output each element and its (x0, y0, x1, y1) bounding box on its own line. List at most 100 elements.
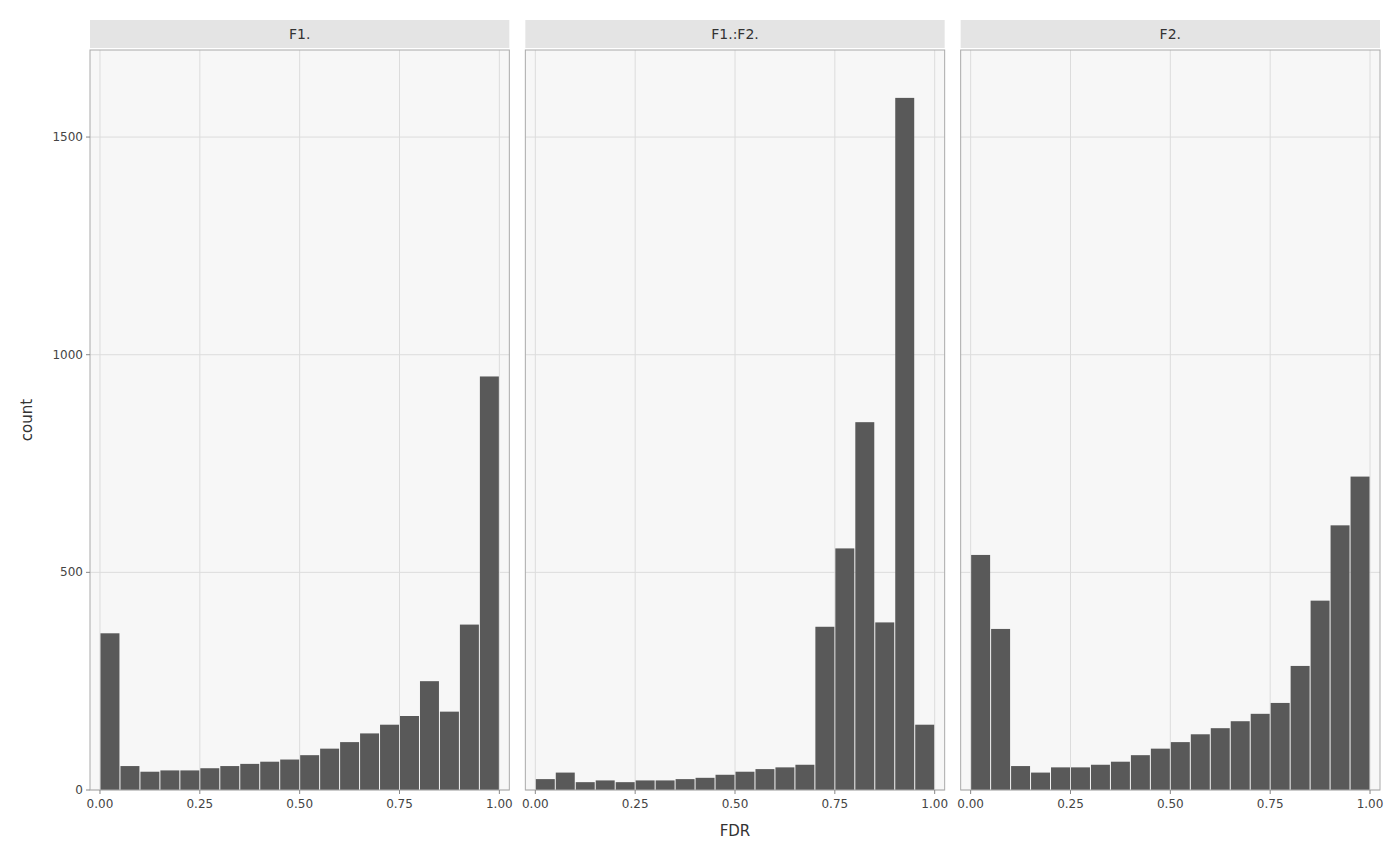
plot-frame (961, 50, 1380, 790)
plot-background (90, 50, 509, 790)
bar (260, 762, 279, 790)
tick-label: 1000 (52, 348, 83, 362)
grid-line (499, 50, 500, 790)
bar (1131, 755, 1150, 790)
tick-label: 0.00 (957, 797, 984, 811)
bars (971, 477, 1369, 790)
bars (536, 98, 934, 790)
y-axis-label: count (18, 399, 36, 441)
bar (180, 770, 199, 790)
tick-label: 1.00 (1357, 797, 1384, 811)
bar (596, 780, 615, 790)
grid-line (1070, 50, 1071, 790)
facet-title: F1. (289, 26, 310, 42)
bar (795, 765, 814, 790)
bar (1011, 766, 1030, 790)
tick-label: 1.00 (486, 797, 513, 811)
bar (1111, 762, 1130, 790)
bar (160, 770, 179, 790)
tick-mark (199, 790, 200, 794)
bar (360, 733, 379, 790)
bar (480, 376, 499, 790)
plot-background (525, 50, 944, 790)
tick-label: 0.50 (722, 797, 749, 811)
tick-label: 0.50 (286, 797, 313, 811)
tick-mark (399, 790, 400, 794)
bar (1351, 477, 1370, 790)
grid-line (1270, 50, 1271, 790)
grid-line (399, 50, 400, 790)
bar (676, 779, 695, 790)
tick-mark (86, 137, 90, 138)
bar (755, 769, 774, 790)
plot-frame (90, 50, 509, 790)
tick-label: 0.25 (186, 797, 213, 811)
bar (1171, 742, 1190, 790)
tick-label: 0.25 (1057, 797, 1084, 811)
bar (200, 768, 219, 790)
facet-strip (525, 20, 944, 48)
bar (775, 767, 794, 790)
tick-mark (86, 790, 90, 791)
panel: F1.:F2.0.000.250.500.751.00FDR (522, 20, 948, 840)
plot-frame (525, 50, 944, 790)
tick-label: 0.75 (1257, 797, 1284, 811)
bar (380, 725, 399, 790)
grid-line (199, 50, 200, 790)
bar (855, 422, 874, 790)
bar (536, 779, 555, 790)
bar (1211, 728, 1230, 790)
tick-label: 500 (60, 565, 83, 579)
tick-mark (970, 790, 971, 794)
panel: F1.0.000.250.500.751.00050010001500count (18, 20, 513, 811)
tick-mark (635, 790, 636, 794)
tick-label: 0 (75, 783, 83, 797)
bar (696, 778, 715, 790)
bar (220, 766, 239, 790)
bar (971, 555, 990, 790)
tick-label: 0.00 (87, 797, 114, 811)
bar (420, 681, 439, 790)
grid-line (1170, 50, 1171, 790)
plot-background (961, 50, 1380, 790)
x-axis-label: FDR (720, 822, 751, 840)
tick-mark (86, 354, 90, 355)
tick-label: 0.50 (1157, 797, 1184, 811)
facet-strip (90, 20, 509, 48)
tick-label: 0.25 (622, 797, 649, 811)
bar (656, 780, 675, 790)
bar (1151, 749, 1170, 790)
tick-mark (834, 790, 835, 794)
panel: F2. 0.00 0.25 0.50 0.75 1.00 (957, 20, 1383, 811)
tick-mark (99, 790, 100, 794)
bar (1311, 601, 1330, 790)
bar (400, 716, 419, 790)
grid-line (535, 50, 536, 790)
grid-line (970, 50, 971, 790)
facet-strip (961, 20, 1380, 48)
bar (556, 773, 575, 790)
bar (1331, 525, 1350, 790)
grid-line (635, 50, 636, 790)
bar (440, 712, 459, 790)
bar (636, 780, 655, 790)
tick-mark (299, 790, 300, 794)
tick-mark (86, 572, 90, 573)
bar (140, 772, 159, 790)
grid-line (735, 50, 736, 790)
grid-line (1370, 50, 1371, 790)
bar (1091, 765, 1110, 790)
bar (915, 725, 934, 790)
bar (895, 98, 914, 790)
bar (300, 755, 319, 790)
tick-mark (1070, 790, 1071, 794)
bar (1271, 703, 1290, 790)
facet-title: F2. (1160, 26, 1181, 42)
tick-label: 0.75 (386, 797, 413, 811)
bar (576, 782, 595, 790)
bar (991, 629, 1010, 790)
bar (875, 622, 894, 790)
bar (100, 633, 119, 790)
tick-mark (535, 790, 536, 794)
tick-label: 1.00 (921, 797, 948, 811)
